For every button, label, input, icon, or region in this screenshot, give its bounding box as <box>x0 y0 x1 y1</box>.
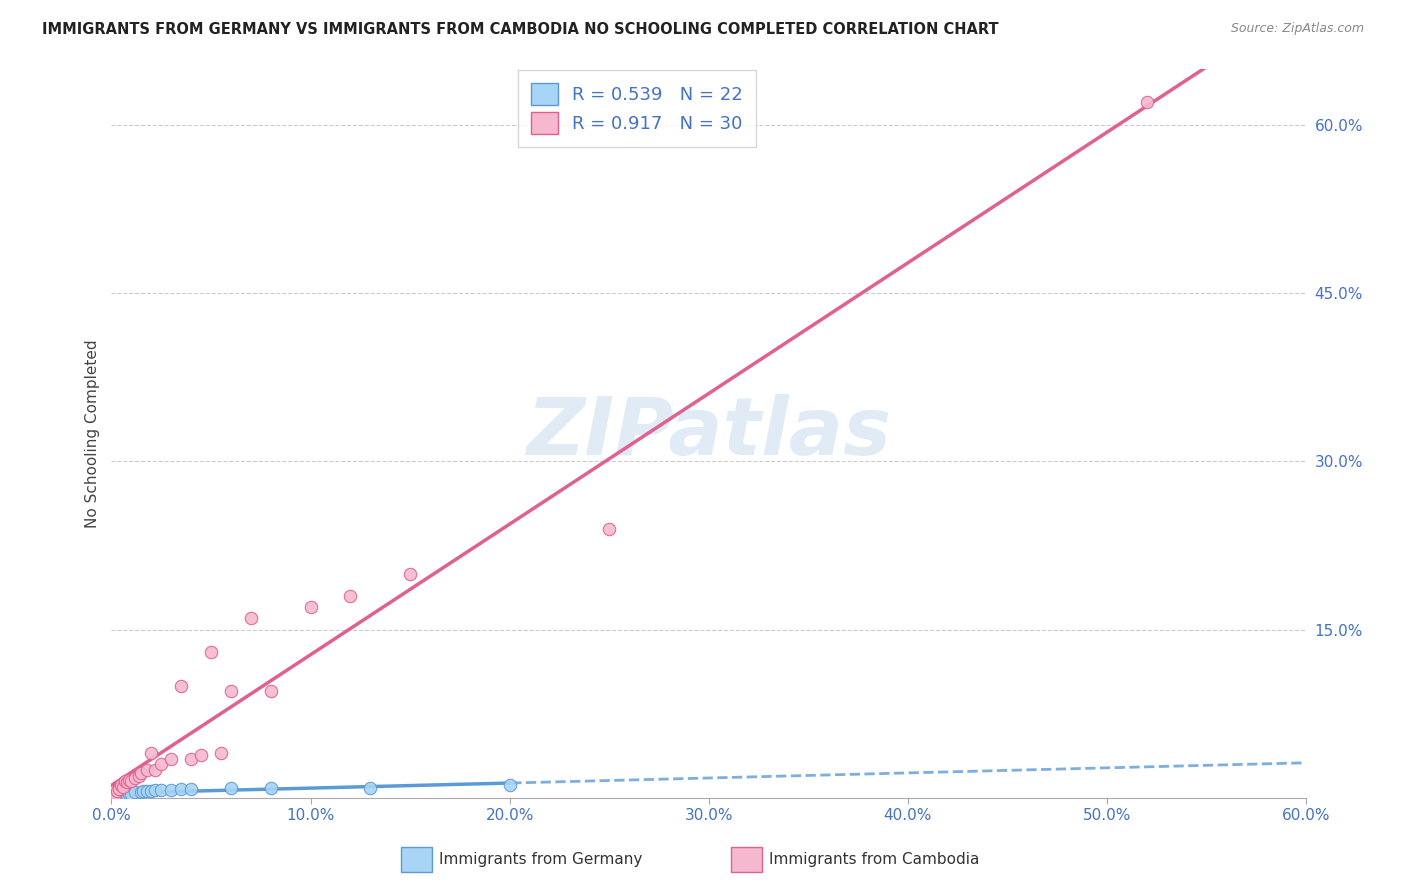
Point <box>117 775 139 789</box>
Legend: R = 0.539   N = 22, R = 0.917   N = 30: R = 0.539 N = 22, R = 0.917 N = 30 <box>519 70 756 147</box>
Point <box>299 600 322 615</box>
Point <box>114 774 136 789</box>
Point <box>498 778 520 792</box>
Text: Source: ZipAtlas.com: Source: ZipAtlas.com <box>1230 22 1364 36</box>
Point <box>105 784 128 798</box>
Point <box>143 783 166 797</box>
Point <box>160 752 183 766</box>
Text: IMMIGRANTS FROM GERMANY VS IMMIGRANTS FROM CAMBODIA NO SCHOOLING COMPLETED CORRE: IMMIGRANTS FROM GERMANY VS IMMIGRANTS FR… <box>42 22 998 37</box>
Point <box>129 785 152 799</box>
Point <box>141 746 163 760</box>
Point <box>141 784 163 798</box>
Text: Immigrants from Germany: Immigrants from Germany <box>439 853 643 867</box>
Point <box>124 785 146 799</box>
Point <box>136 784 159 798</box>
Point <box>150 757 173 772</box>
Point <box>108 788 131 802</box>
Point <box>219 780 242 795</box>
Text: Immigrants from Cambodia: Immigrants from Cambodia <box>769 853 980 867</box>
Text: ZIPatlas: ZIPatlas <box>526 394 891 472</box>
Point <box>117 788 139 802</box>
Point <box>200 645 222 659</box>
Point <box>170 782 193 797</box>
Y-axis label: No Schooling Completed: No Schooling Completed <box>86 339 100 527</box>
Point <box>118 773 141 788</box>
Point <box>104 788 127 802</box>
Point <box>209 746 232 760</box>
Point <box>190 748 212 763</box>
Point <box>110 788 132 802</box>
Point <box>143 763 166 777</box>
Point <box>180 752 202 766</box>
Point <box>219 684 242 698</box>
Point <box>598 522 620 536</box>
Point <box>118 787 141 801</box>
Point <box>120 787 142 801</box>
Point <box>108 782 131 797</box>
Point <box>110 778 132 792</box>
Point <box>112 780 135 794</box>
Point <box>112 788 135 802</box>
Point <box>260 684 283 698</box>
Point <box>136 763 159 777</box>
Point <box>124 771 146 785</box>
Point <box>129 766 152 780</box>
Point <box>239 611 262 625</box>
Point <box>359 780 381 795</box>
Point <box>1136 95 1159 110</box>
Point <box>128 769 150 783</box>
Point <box>150 783 173 797</box>
Point <box>132 784 155 798</box>
Point <box>160 783 183 797</box>
Point <box>339 589 361 603</box>
Point <box>260 780 283 795</box>
Point <box>180 782 202 797</box>
Point <box>170 679 193 693</box>
Point <box>105 789 128 803</box>
Point <box>120 774 142 789</box>
Point <box>399 566 422 581</box>
Point <box>114 787 136 801</box>
